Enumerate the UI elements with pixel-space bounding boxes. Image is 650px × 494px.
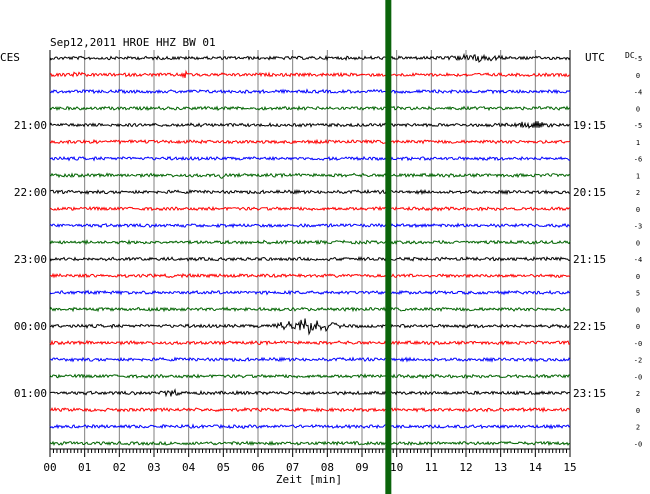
left-hour-label: 00:00 [14, 320, 47, 333]
seismic-trace [49, 289, 571, 296]
dc-offset-label: 0 [636, 407, 640, 415]
labels: Sep12,2011 HROE HHZ BW 01 CES UTC DC Zei… [0, 36, 642, 486]
dc-offset-label: 2 [636, 189, 640, 197]
x-tick-label: 15 [563, 461, 576, 474]
dc-offset-label: -3 [634, 223, 642, 231]
dc-offset-label: -5 [634, 122, 642, 130]
right-hour-label: 20:15 [573, 186, 606, 199]
right-hour-label: 23:15 [573, 387, 606, 400]
seismic-trace [50, 356, 571, 363]
seismic-trace [49, 406, 571, 413]
x-tick-label: 06 [251, 461, 264, 474]
left-hour-label: 23:00 [14, 253, 47, 266]
x-tick-label: 00 [43, 461, 56, 474]
seismic-trace [49, 205, 571, 212]
seismic-trace [49, 105, 571, 112]
dc-offset-label: 0 [636, 105, 640, 113]
time-marker [385, 0, 392, 494]
dc-offset-label: 2 [636, 390, 640, 398]
seismic-trace [49, 155, 571, 162]
left-hour-label: 22:00 [14, 186, 47, 199]
dc-offset-label: -0 [634, 340, 642, 348]
dc-offset-label: 2 [636, 424, 640, 432]
right-zone-label: UTC [585, 51, 605, 64]
seismic-trace [49, 172, 571, 179]
dc-offset-label: -4 [634, 89, 642, 97]
dc-label: DC [625, 51, 635, 60]
seismic-trace [49, 373, 571, 380]
dc-offset-label: -6 [634, 156, 642, 164]
seismic-trace [49, 306, 571, 313]
seismic-trace [49, 121, 570, 129]
right-hour-label: 21:15 [573, 253, 606, 266]
current-time-marker [385, 0, 392, 494]
x-tick-label: 08 [321, 461, 334, 474]
x-tick-label: 02 [113, 461, 126, 474]
traces [49, 52, 571, 447]
seismic-trace [49, 188, 571, 196]
right-hour-label: 22:15 [573, 320, 606, 333]
dc-offset-label: -2 [634, 357, 642, 365]
chart-title: Sep12,2011 HROE HHZ BW 01 [50, 36, 216, 49]
x-tick-label: 10 [390, 461, 403, 474]
left-zone-label: CES [0, 51, 20, 64]
dc-offset-label: 0 [636, 72, 640, 80]
dc-offset-label: 0 [636, 273, 640, 281]
dc-offset-label: 5 [636, 290, 640, 298]
seismic-trace [49, 52, 571, 63]
x-tick-label: 03 [147, 461, 160, 474]
x-tick-label: 04 [182, 461, 196, 474]
seismic-trace [49, 388, 571, 398]
x-tick-label: 05 [217, 461, 230, 474]
x-tick-label: 14 [529, 461, 543, 474]
x-tick-label: 09 [355, 461, 368, 474]
seismic-trace [49, 318, 571, 336]
seismic-trace [49, 138, 571, 145]
x-tick-label: 01 [78, 461, 91, 474]
dc-offset-label: 1 [636, 172, 640, 180]
dc-offset-label: -4 [634, 256, 642, 264]
seismic-trace [49, 239, 571, 246]
x-axis-label: Zeit [min] [276, 473, 342, 486]
grid [49, 50, 571, 457]
dc-offset-label: -0 [634, 440, 642, 448]
left-hour-label: 21:00 [14, 119, 47, 132]
x-tick-label: 13 [494, 461, 507, 474]
seismic-trace [49, 423, 571, 430]
x-tick-label: 11 [425, 461, 438, 474]
x-tick-label: 07 [286, 461, 299, 474]
seismic-trace [49, 440, 571, 447]
dc-offset-label: 0 [636, 206, 640, 214]
seismic-trace [49, 222, 571, 229]
seismic-trace [50, 272, 571, 279]
left-hour-label: 01:00 [14, 387, 47, 400]
dc-offset-label: -5 [634, 55, 642, 63]
dc-offset-label: 0 [636, 239, 640, 247]
seismic-trace [49, 339, 571, 346]
seismic-trace [50, 69, 570, 79]
seismic-trace [49, 255, 571, 262]
dc-offset-label: -0 [634, 373, 642, 381]
dc-offset-label: 1 [636, 139, 640, 147]
x-tick-label: 12 [459, 461, 472, 474]
dc-offset-label: 0 [636, 323, 640, 331]
seismic-trace [49, 88, 571, 95]
right-hour-label: 19:15 [573, 119, 606, 132]
dc-offset-label: 0 [636, 306, 640, 314]
